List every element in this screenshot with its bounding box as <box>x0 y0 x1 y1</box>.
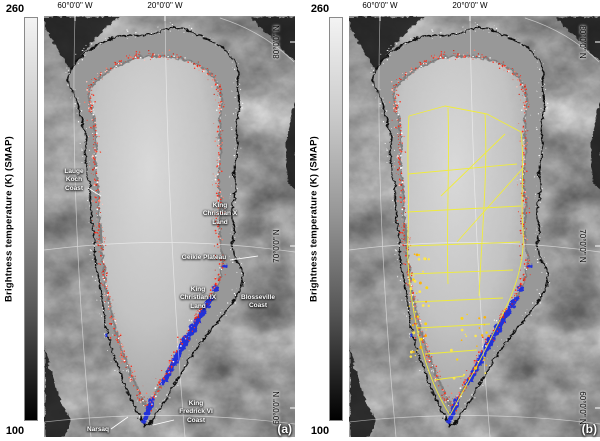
longitude-label-20w: 20°0'0" W <box>452 1 488 10</box>
longitude-label-60w: 60°0'0" W <box>362 1 398 10</box>
latitude-label-70n: 70°0'0" N <box>272 229 281 263</box>
place-label-king-christian-x-land: King Christian X Land <box>202 202 238 226</box>
map-svg-b <box>349 16 600 437</box>
colorbar-max-value: 260 <box>5 3 25 15</box>
latitude-label-70n: 70°0'0" N <box>578 229 587 263</box>
panel-letter-a: (a) <box>277 422 292 436</box>
place-label-lauge-koch-coast: Lauge Koch Coast <box>64 168 84 192</box>
panel-letter-b: (b) <box>581 422 597 436</box>
place-label-geikie-plateau: Geikie Plateau <box>181 254 227 261</box>
colorbar-axis-label: Brightness temperature (K) (SMAP) <box>308 136 320 303</box>
colorbar-gradient <box>24 17 38 421</box>
place-label-blosseville-coast: Blosseville Coast <box>241 294 275 310</box>
map-greenland-b: 80°0'0" N 70°0'0" N 60°0'0" N (b) <box>349 16 600 437</box>
map-greenland-a: 80°0'0" N 70°0'0" N 60°0'0" N Lauge Koch… <box>44 16 295 437</box>
longitude-label-20w: 20°0'0" W <box>147 1 183 10</box>
place-label-king-fredrick-vi-coast: King Fredrick VI Coast <box>179 400 213 424</box>
colorbar-min-value: 100 <box>310 425 330 437</box>
place-label-narsaq: Narsaq <box>86 426 110 433</box>
colorbar-min-value: 100 <box>5 425 25 437</box>
latitude-label-80n: 80°0'0" N <box>578 25 587 59</box>
panel-b: 260 Brightness temperature (K) (SMAP) 10… <box>305 0 600 441</box>
place-label-king-christian-ix-land: King Christian IX Land <box>179 286 217 310</box>
longitude-label-60w: 60°0'0" W <box>57 1 93 10</box>
latitude-label-80n: 80°0'0" N <box>272 25 281 59</box>
colorbar-gradient <box>329 17 343 421</box>
map-svg-a <box>44 16 295 437</box>
panel-a: 260 Brightness temperature (K) (SMAP) 10… <box>0 0 295 441</box>
colorbar-axis-label: Brightness temperature (K) (SMAP) <box>3 136 15 303</box>
colorbar-max-value: 260 <box>310 3 330 15</box>
